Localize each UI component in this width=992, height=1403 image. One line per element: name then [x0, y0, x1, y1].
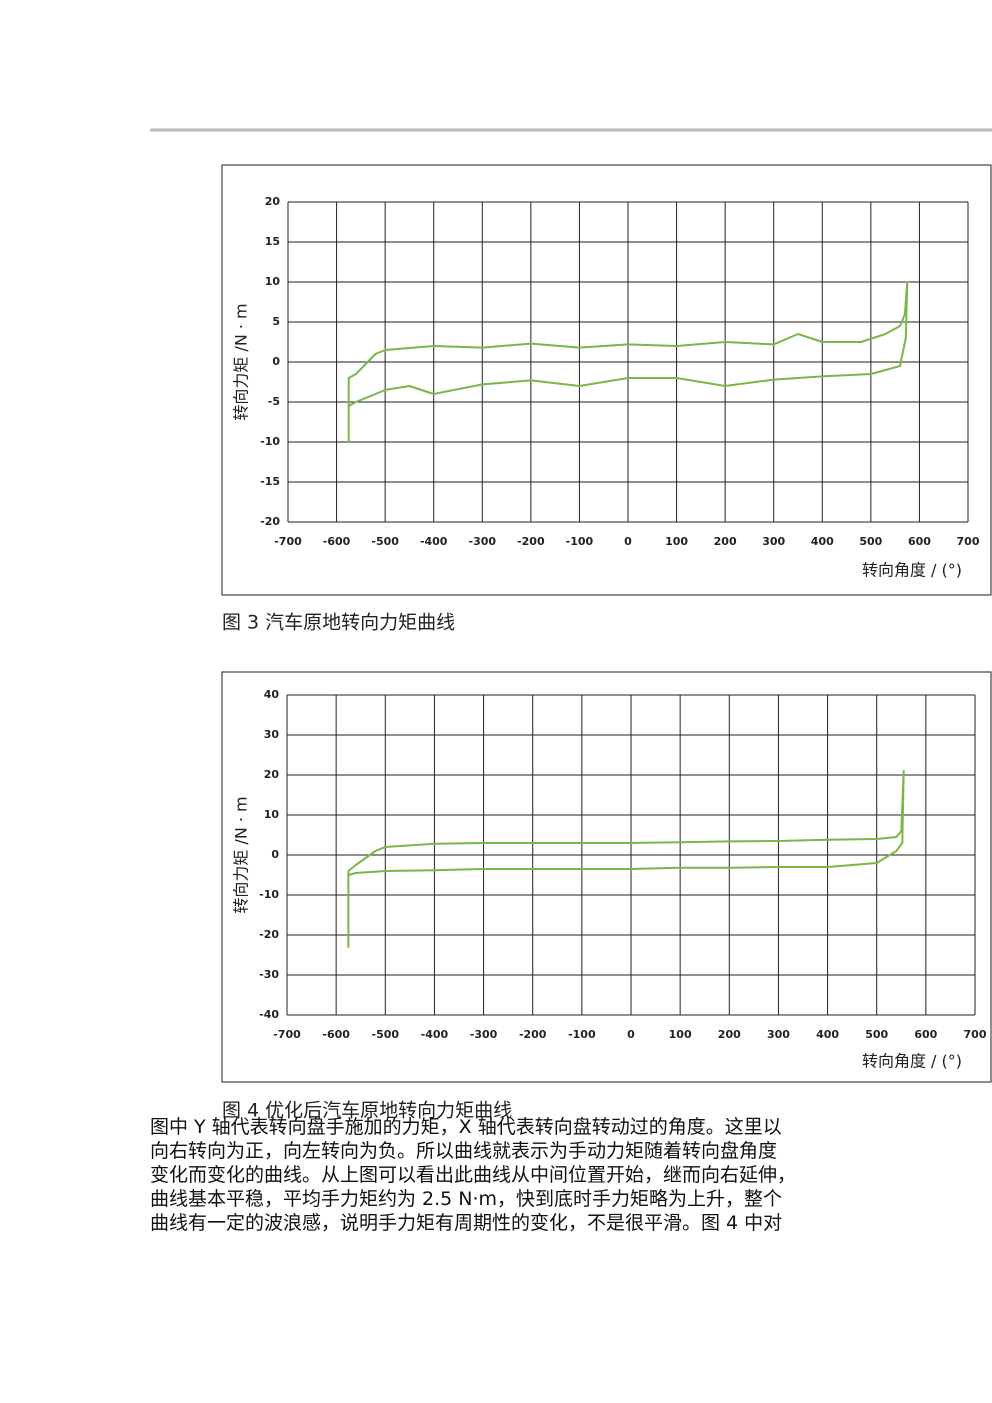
body-line: 变化而变化的曲线。从上图可以看出此曲线从中间位置开始，继而向右延伸， [150, 1164, 797, 1186]
x-tick-label: 100 [665, 535, 688, 548]
x-axis-title: 转向角度 / (°) [862, 561, 962, 580]
y-tick-label: -40 [259, 1008, 279, 1021]
x-axis-title: 转向角度 / (°) [862, 1052, 962, 1071]
x-tick-label: 600 [908, 535, 931, 548]
y-axis-title: 转向力矩 /N · m [232, 796, 251, 913]
y-tick-label: 10 [265, 275, 281, 288]
x-tick-label: 300 [762, 535, 785, 548]
data-line [347, 281, 909, 443]
figure-caption: 图 4 优化后汽车原地转向力矩曲线 [222, 1100, 512, 1122]
x-tick-label: -500 [372, 1028, 400, 1041]
body-line: 图中 Y 轴代表转向盘手施加的力矩，X 轴代表转向盘转动过的角度。这里以 [150, 1116, 782, 1138]
x-tick-label: -400 [420, 535, 448, 548]
y-tick-label: -20 [260, 515, 280, 528]
x-tick-label: -600 [323, 535, 351, 548]
x-tick-label: -500 [371, 535, 399, 548]
x-tick-label: 100 [669, 1028, 692, 1041]
y-tick-label: -15 [260, 475, 280, 488]
x-tick-label: 200 [714, 535, 737, 548]
y-tick-label: -30 [259, 968, 279, 981]
x-tick-label: -100 [568, 1028, 596, 1041]
x-tick-label: 500 [865, 1028, 888, 1041]
x-tick-label: 700 [964, 1028, 987, 1041]
y-tick-label: 20 [264, 768, 280, 781]
y-tick-label: -5 [268, 395, 280, 408]
x-tick-label: 500 [859, 535, 882, 548]
y-tick-label: -10 [259, 888, 279, 901]
y-tick-label: 0 [272, 355, 280, 368]
body-line: 曲线有一定的波浪感，说明手力矩有周期性的变化，不是很平滑。图 4 中对 [150, 1212, 783, 1234]
body-line: 向右转向为正，向左转向为负。所以曲线就表示为手动力矩随着转向盘角度 [150, 1140, 778, 1162]
x-tick-label: -300 [470, 1028, 498, 1041]
y-tick-label: 40 [264, 688, 280, 701]
data-line [347, 770, 905, 948]
body-text: 图中 Y 轴代表转向盘手施加的力矩，X 轴代表转向盘转动过的角度。这里以 向右转… [150, 1115, 796, 1235]
x-tick-label: 400 [811, 535, 834, 548]
chart-frame [221, 164, 992, 596]
y-tick-label: 10 [264, 808, 280, 821]
body-line: 曲线基本平稳，平均手力矩约为 2.5 N·m，快到底时手力矩略为上升，整个 [150, 1188, 783, 1210]
x-tick-label: 600 [914, 1028, 937, 1041]
y-axis-title: 转向力矩 /N · m [232, 303, 251, 420]
figure-caption: 图 3 汽车原地转向力矩曲线 [222, 612, 455, 634]
y-tick-label: 20 [265, 195, 281, 208]
x-tick-label: -100 [566, 535, 594, 548]
y-tick-label: 15 [265, 235, 280, 248]
x-tick-label: 700 [957, 535, 980, 548]
x-tick-label: -700 [274, 535, 302, 548]
x-tick-label: -200 [519, 1028, 547, 1041]
x-tick-label: 200 [718, 1028, 741, 1041]
x-tick-label: -600 [322, 1028, 350, 1041]
y-tick-label: 0 [271, 848, 279, 861]
y-tick-label: 30 [264, 728, 280, 741]
x-tick-label: 0 [624, 535, 632, 548]
x-tick-label: -700 [273, 1028, 301, 1041]
x-tick-label: 0 [627, 1028, 635, 1041]
y-tick-label: 5 [272, 315, 280, 328]
x-tick-label: -200 [517, 535, 545, 548]
x-tick-label: 400 [816, 1028, 839, 1041]
y-tick-label: -20 [259, 928, 279, 941]
chart-frame [221, 671, 992, 1083]
y-tick-label: -10 [260, 435, 280, 448]
x-tick-label: -400 [421, 1028, 449, 1041]
x-tick-label: -300 [469, 535, 497, 548]
x-tick-label: 300 [767, 1028, 790, 1041]
